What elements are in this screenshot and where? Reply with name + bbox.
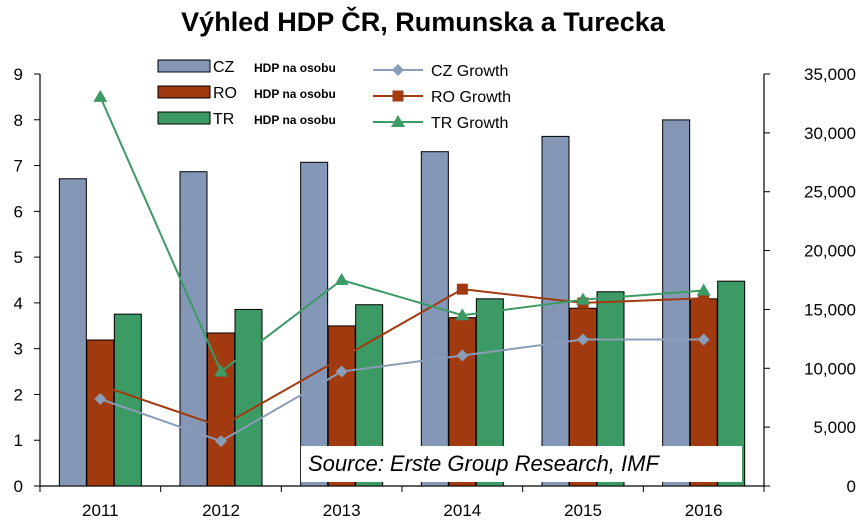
point-ro-growth-2014 [456, 283, 468, 295]
x-tick-label: 2011 [82, 501, 119, 520]
line-ro-growth [100, 288, 704, 428]
y-left-tick-label: 6 [14, 202, 23, 221]
bar-ro-2011 [86, 339, 115, 487]
chart-title: Výhled HDP ČR, Rumunska a Turecka [181, 6, 666, 37]
legend-swatch-ro [157, 85, 211, 99]
y-left-tick-label: 5 [14, 248, 23, 267]
y-right-tick-label: 25,000 [804, 183, 856, 202]
source-annotation: Source: Erste Group Research, IMF [301, 446, 742, 482]
point-ro-growth-2011 [94, 379, 106, 391]
source-text: Source: Erste Group Research, IMF [308, 451, 660, 476]
legend-marker-cz-growth [392, 64, 404, 76]
y-left-tick-label: 4 [14, 294, 23, 313]
legend-marker-ro-growth [392, 90, 404, 102]
x-tick-label: 2016 [685, 501, 723, 520]
bar-tr-2012 [234, 308, 263, 487]
legend-swatch-tr [157, 111, 211, 125]
x-tick-label: 2015 [564, 501, 602, 520]
legend-label-cz-growth: CZ Growth [431, 63, 508, 80]
x-tick-label: 2013 [323, 501, 361, 520]
point-cz-growth-2016 [697, 333, 710, 346]
line-cz-growth [100, 338, 704, 443]
bar-cz-2015 [541, 135, 570, 487]
point-tr-growth-2014 [455, 308, 470, 321]
point-ro-growth-2012 [215, 420, 227, 432]
legend-label-ro: RO [213, 85, 237, 102]
bar-ro-2012 [207, 332, 235, 487]
point-ro-growth-2013 [336, 352, 348, 364]
point-cz-growth-2014 [456, 349, 469, 362]
y-right-tick-label: 35,000 [804, 65, 856, 84]
point-cz-growth-2015 [577, 333, 589, 346]
legend-marker-tr-growth [391, 115, 405, 127]
point-tr-growth-2015 [576, 292, 590, 305]
y-left-tick-label: 0 [14, 477, 23, 496]
point-cz-growth-2013 [335, 365, 348, 378]
y-right-tick-label: 15,000 [804, 300, 856, 319]
x-tick-label: 2012 [202, 501, 240, 520]
bar-cz-2011 [58, 178, 87, 487]
bars [58, 119, 746, 487]
point-tr-growth-2013 [334, 273, 349, 285]
point-tr-growth-2011 [93, 89, 108, 102]
legend-label-cz: CZ [213, 59, 235, 76]
growth-lines [93, 89, 711, 448]
point-tr-growth-2016 [696, 283, 711, 296]
y-right-tick-label: 30,000 [804, 124, 856, 143]
legend-label-tr-growth: TR Growth [431, 115, 508, 132]
legend-sublabel-ro: HDP na osobu [254, 87, 336, 101]
legend-sublabel-tr: HDP na osobu [254, 113, 336, 127]
y-left-tick-label: 2 [14, 385, 23, 404]
legend-label-tr: TR [213, 111, 234, 128]
legend-label-ro-growth: RO Growth [431, 89, 511, 106]
legend-sublabel-cz: HDP na osobu [254, 61, 336, 75]
bar-cz-2013 [300, 161, 329, 487]
y-right-tick-label: 5,000 [813, 418, 856, 437]
bar-tr-2011 [113, 313, 142, 487]
y-left-tick-label: 8 [14, 111, 23, 130]
x-tick-label: 2014 [443, 501, 481, 520]
y-left-tick-label: 3 [14, 340, 23, 359]
point-tr-growth-2012 [214, 364, 228, 377]
y-right-tick-label: 10,000 [804, 359, 856, 378]
point-cz-growth-2011 [94, 393, 107, 406]
point-cz-growth-2012 [215, 435, 227, 448]
y-left-tick-label: 9 [14, 65, 23, 84]
legend-swatch-cz [157, 59, 211, 73]
line-tr-growth [99, 96, 704, 374]
y-right-tick-label: 20,000 [804, 242, 856, 261]
y-left-tick-label: 7 [14, 157, 23, 176]
legend: CZ HDP na osobu RO HDP na osobu TR HDP na oso… [157, 59, 511, 132]
bar-cz-2014 [420, 151, 449, 487]
bar-cz-2016 [662, 119, 691, 487]
y-left-tick-label: 1 [14, 431, 23, 450]
point-ro-growth-2016 [698, 292, 710, 304]
y-right-tick-label: 0 [847, 477, 856, 496]
axes: 0 1 2 3 4 5 6 7 8 9 0 5,000 10,000 15,000 20,000 25,000… [14, 65, 856, 520]
